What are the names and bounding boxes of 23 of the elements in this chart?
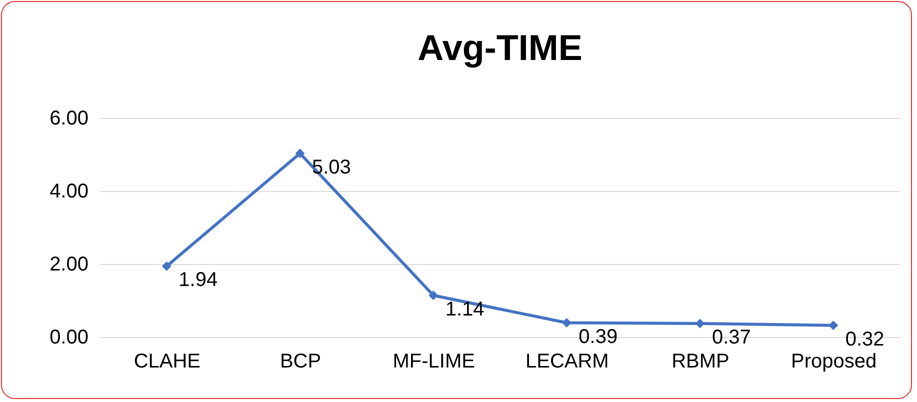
x-tick-label: CLAHE xyxy=(134,350,201,372)
point xyxy=(428,290,438,300)
data-label: 1.14 xyxy=(445,298,484,320)
point xyxy=(562,318,572,328)
x-tick-label: BCP xyxy=(280,350,322,372)
data-label: 1.94 xyxy=(178,269,218,292)
y-tick-label: 4.00 xyxy=(50,180,88,202)
chart-title: Avg-TIME xyxy=(418,27,582,68)
x-tick-label: Proposed xyxy=(791,350,877,372)
y-tick-label: 6.00 xyxy=(50,108,88,130)
x-tick-label: RBMP xyxy=(672,350,730,372)
y-tick-label: 0.00 xyxy=(50,326,88,348)
point xyxy=(695,318,705,328)
data-label: 0.39 xyxy=(578,326,618,348)
data-label: 0.37 xyxy=(712,326,751,348)
data-label: 0.32 xyxy=(845,328,884,350)
point xyxy=(295,148,305,158)
y-tick-label: 2.00 xyxy=(50,254,88,276)
point xyxy=(828,320,838,330)
x-tick-label: LECARM xyxy=(525,350,609,372)
point xyxy=(162,261,172,271)
data-label: 5.03 xyxy=(312,156,351,178)
x-tick-label: MF-LIME xyxy=(392,350,475,372)
